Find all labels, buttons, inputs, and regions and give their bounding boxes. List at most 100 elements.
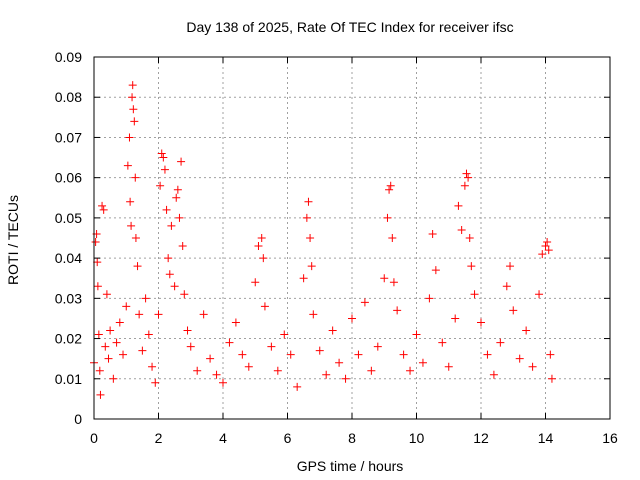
x-tick-label: 14: [538, 430, 554, 446]
data-point: [309, 310, 318, 319]
chart-title: Day 138 of 2025, Rate Of TEC Index for r…: [186, 19, 513, 35]
data-point: [502, 282, 511, 291]
x-tick-label: 6: [284, 430, 292, 446]
data-point: [341, 374, 350, 383]
data-point: [104, 354, 113, 363]
data-point: [393, 306, 402, 315]
data-point: [544, 246, 553, 255]
y-tick-label: 0.08: [55, 89, 82, 105]
data-point: [95, 366, 104, 375]
x-tick-label: 16: [602, 430, 618, 446]
data-point: [259, 254, 268, 263]
data-point: [98, 201, 107, 210]
data-point: [135, 310, 144, 319]
data-points: [90, 81, 556, 399]
data-point: [141, 294, 150, 303]
data-point: [138, 346, 147, 355]
data-point: [167, 221, 176, 230]
data-point: [244, 362, 253, 371]
data-point: [93, 282, 102, 291]
data-point: [125, 133, 134, 142]
data-point: [156, 181, 165, 190]
data-point: [123, 161, 132, 170]
data-point: [178, 242, 187, 251]
x-tick-label: 8: [348, 430, 356, 446]
data-point: [299, 274, 308, 283]
tick-labels: 0 2 4 6 8 10 12 14 16 0 0.01 0.02 0.03 0.04 0.05 0.06 0.…: [55, 49, 618, 446]
data-point: [170, 282, 179, 291]
data-point: [94, 330, 103, 339]
y-tick-label: 0.09: [55, 49, 82, 65]
data-point: [489, 370, 498, 379]
x-tick-label: 12: [473, 430, 489, 446]
data-point: [389, 278, 398, 287]
y-tick-label: 0.03: [55, 290, 82, 306]
data-point: [418, 358, 427, 367]
data-point: [348, 314, 356, 323]
data-point: [380, 274, 389, 283]
data-point: [307, 262, 316, 271]
data-point: [133, 262, 142, 271]
data-point: [322, 370, 331, 379]
data-point: [444, 362, 453, 371]
data-point: [462, 169, 471, 178]
data-point: [238, 350, 247, 359]
data-point: [173, 185, 182, 194]
data-point: [543, 238, 552, 247]
data-point: [251, 278, 260, 287]
data-point: [119, 350, 128, 359]
data-point: [186, 342, 195, 351]
data-point: [460, 181, 469, 190]
data-point: [93, 258, 102, 267]
data-point: [183, 326, 192, 335]
data-point: [99, 205, 108, 214]
data-point: [91, 238, 100, 247]
data-point: [96, 390, 105, 399]
data-point: [464, 173, 473, 182]
data-point: [388, 234, 397, 242]
data-point: [172, 193, 181, 202]
x-tick-label: 0: [90, 430, 98, 446]
data-point: [535, 290, 544, 299]
data-point: [144, 330, 153, 339]
data-point: [528, 362, 537, 371]
data-point: [477, 318, 485, 327]
data-point: [128, 93, 137, 102]
data-point: [219, 378, 227, 387]
data-point: [373, 342, 382, 351]
data-point: [506, 262, 515, 271]
data-point: [231, 318, 240, 327]
data-point: [177, 157, 186, 166]
data-point: [160, 165, 169, 174]
data-point: [267, 342, 276, 351]
data-point: [129, 105, 138, 114]
x-tick-label: 4: [219, 430, 227, 446]
data-point: [106, 326, 115, 335]
data-point: [286, 350, 295, 359]
data-point: [383, 213, 392, 222]
data-point: [126, 197, 135, 206]
data-point: [293, 382, 302, 391]
data-point: [165, 270, 174, 279]
x-axis-title: GPS time / hours: [297, 458, 404, 474]
data-point: [101, 342, 110, 351]
data-point: [367, 366, 376, 375]
data-point: [546, 350, 555, 359]
data-point: [131, 234, 140, 242]
data-point: [386, 181, 395, 190]
data-point: [109, 374, 118, 383]
data-point: [335, 358, 344, 367]
data-point: [154, 310, 163, 319]
data-point: [399, 350, 408, 359]
data-point: [257, 234, 266, 242]
data-point: [465, 234, 474, 242]
data-point: [304, 197, 313, 206]
data-point: [175, 213, 184, 222]
axis-ticks: [93, 56, 611, 420]
data-point: [128, 81, 137, 90]
data-point: [431, 266, 440, 275]
data-point: [454, 201, 463, 210]
data-point: [360, 298, 369, 307]
y-tick-label: 0.06: [55, 170, 82, 186]
